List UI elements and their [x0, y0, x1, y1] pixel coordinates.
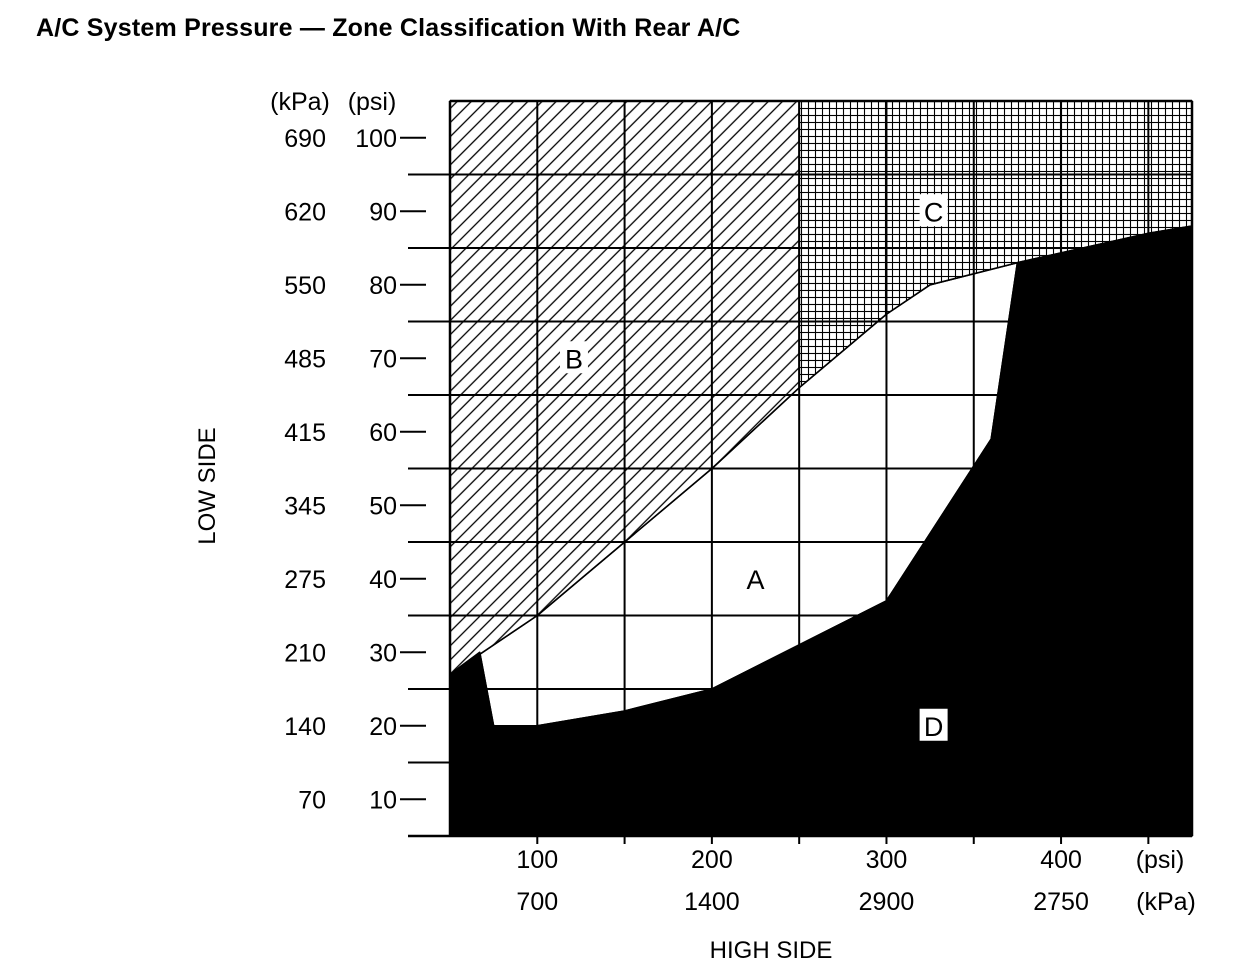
- y-axis-title: LOW SIDE: [194, 427, 221, 544]
- x-tick-label-psi: 300: [866, 846, 908, 874]
- zone-a-label: A: [747, 565, 765, 595]
- y-tick-label-kpa: 550: [284, 272, 326, 300]
- zone-d-label-bg: [919, 708, 948, 741]
- x-tick-label-kpa: 2900: [859, 888, 915, 916]
- x-axis-title: HIGH SIDE: [710, 937, 833, 964]
- y-tick-label-psi: 70: [369, 345, 397, 373]
- y-tick-label-kpa: 70: [298, 786, 326, 814]
- y-tick-label-psi: 100: [355, 125, 397, 153]
- x-tick-label-kpa: 1400: [684, 888, 740, 916]
- x-unit-kpa-label: (kPa): [1136, 888, 1196, 916]
- y-tick-label-psi: 10: [369, 786, 397, 814]
- zone-c-label: C: [924, 197, 944, 227]
- y-tick-label-psi: 80: [369, 272, 397, 300]
- y-unit-psi-label: (psi): [348, 88, 397, 116]
- y-tick-label-kpa: 275: [284, 566, 326, 594]
- x-tick-label-psi: 200: [691, 846, 733, 874]
- zone-d-label: D: [924, 712, 944, 742]
- y-tick-label-kpa: 485: [284, 345, 326, 373]
- y-tick-label-kpa: 620: [284, 198, 326, 226]
- y-tick-label-kpa: 140: [284, 713, 326, 741]
- x-tick-label-psi: 100: [516, 846, 558, 874]
- zone-c-label-bg: [919, 194, 948, 227]
- chart-title: A/C System Pressure — Zone Classificatio…: [36, 14, 741, 42]
- y-tick-label-kpa: 690: [284, 125, 326, 153]
- y-tick-label-psi: 60: [369, 419, 397, 447]
- y-tick-label-psi: 30: [369, 639, 397, 667]
- y-tick-label-kpa: 345: [284, 492, 326, 520]
- y-tick-label-psi: 20: [369, 713, 397, 741]
- zone-b-label: B: [565, 344, 583, 374]
- labels-layer: 100 690 90 620 80 550 70 485 60 415 50 345 40 275 30 21…: [194, 88, 1196, 964]
- x-tick-label-kpa: 700: [516, 888, 558, 916]
- y-tick-label-psi: 50: [369, 492, 397, 520]
- zone-b-label-bg: [559, 341, 588, 374]
- y-tick-label-psi: 40: [369, 566, 397, 594]
- x-tick-label-kpa: 2750: [1033, 888, 1089, 916]
- axes-layer: [400, 99, 1194, 838]
- grid-layer: [408, 101, 1192, 844]
- y-unit-kpa-label: (kPa): [270, 88, 330, 116]
- y-tick-label-kpa: 415: [284, 419, 326, 447]
- x-tick-label-psi: 400: [1040, 846, 1082, 874]
- x-unit-psi-label: (psi): [1136, 846, 1185, 874]
- y-tick-label-psi: 90: [369, 198, 397, 226]
- y-tick-label-kpa: 210: [284, 639, 326, 667]
